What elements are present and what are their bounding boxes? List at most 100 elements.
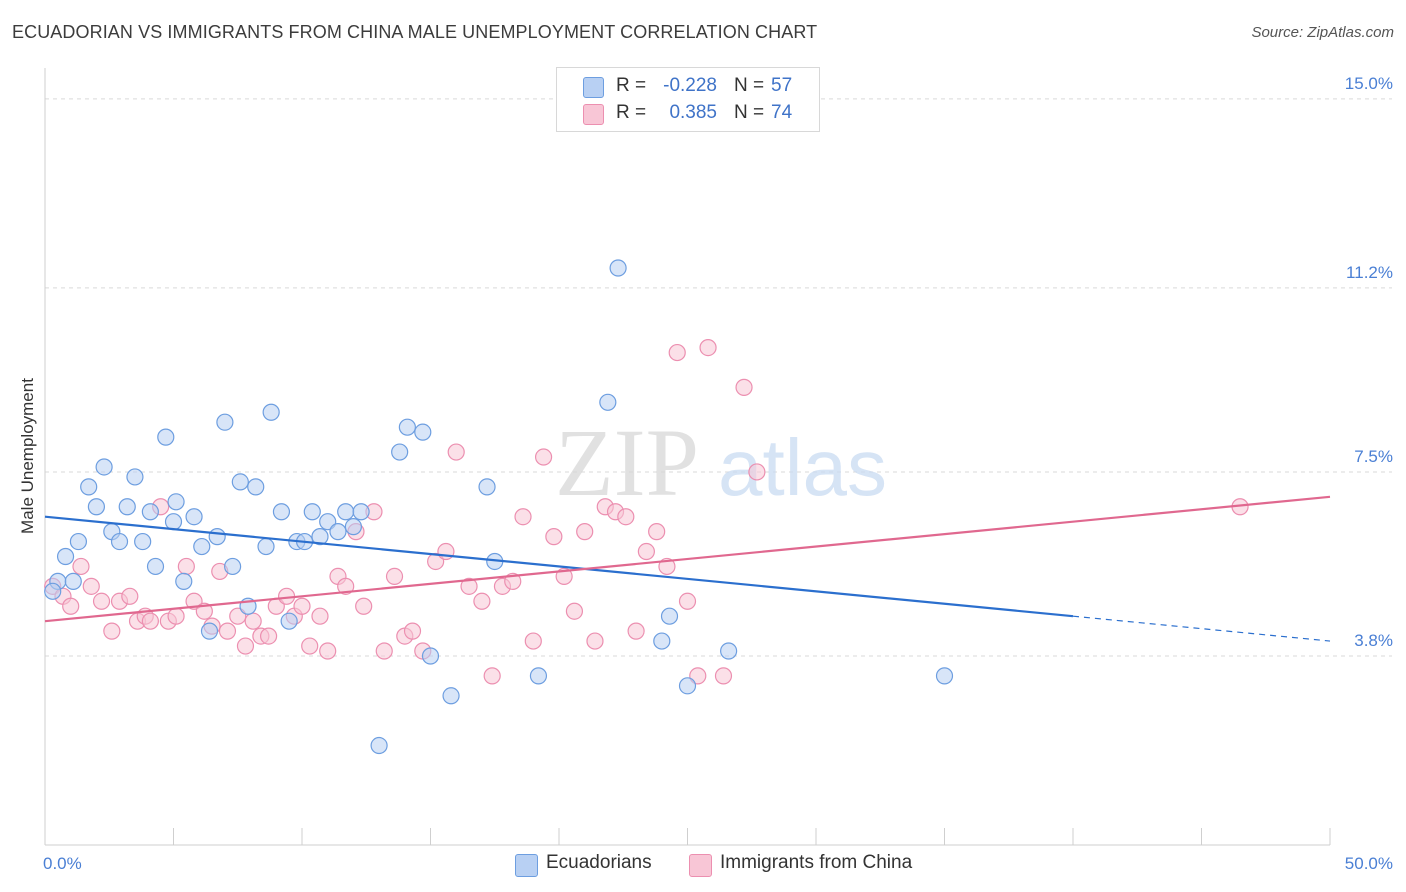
ecuadorian-point bbox=[280, 612, 298, 630]
china-point bbox=[375, 642, 393, 660]
china-point bbox=[524, 632, 542, 650]
ecuadorian-point bbox=[398, 418, 416, 436]
china-point bbox=[167, 607, 185, 625]
china-point bbox=[735, 378, 753, 396]
ecuadorian-point bbox=[529, 667, 548, 685]
china-point bbox=[62, 597, 80, 615]
china-point bbox=[385, 567, 404, 586]
ecuadorian-point bbox=[421, 647, 440, 665]
ecuadorian-point bbox=[414, 423, 432, 441]
china-point bbox=[534, 448, 553, 466]
ecuadorian-point bbox=[231, 473, 249, 491]
ecuadorian-point bbox=[478, 478, 496, 496]
ecuadorian-point bbox=[262, 403, 280, 421]
x-tick-label: 50.0% bbox=[1345, 854, 1393, 873]
axes bbox=[44, 68, 1331, 846]
legend-r-value: 0.385 bbox=[669, 102, 717, 123]
china-point bbox=[545, 528, 563, 546]
china-point bbox=[311, 607, 329, 625]
y-tick-label: 7.5% bbox=[1354, 447, 1393, 466]
china-point bbox=[177, 557, 195, 576]
ecuadorian-point bbox=[678, 677, 697, 695]
gridlines bbox=[45, 98, 1392, 657]
ecuadorian-point bbox=[69, 532, 88, 551]
ecuadorian-trend-line bbox=[44, 515, 1074, 618]
china-point bbox=[586, 632, 604, 650]
ecuadorian-point bbox=[118, 498, 136, 516]
y-tick-label: 11.2% bbox=[1346, 263, 1393, 282]
source-credit: Source: ZipAtlas.com bbox=[1251, 24, 1394, 41]
china-point bbox=[337, 577, 355, 595]
china-point bbox=[218, 622, 237, 640]
china-point bbox=[473, 592, 491, 610]
legend-n-value: 57 bbox=[771, 75, 793, 96]
legend-swatch-pink bbox=[583, 104, 604, 125]
china-point bbox=[699, 338, 717, 357]
ecuadorian-point bbox=[87, 498, 106, 516]
watermark-zip: ZIP bbox=[555, 409, 699, 516]
ecuadorian-point bbox=[95, 458, 113, 476]
chart-title: ECUADORIAN VS IMMIGRANTS FROM CHINA MALE… bbox=[12, 22, 818, 42]
legend-r-label: R = bbox=[616, 102, 647, 123]
china-point bbox=[293, 597, 311, 615]
legend-r-label: R = bbox=[616, 75, 647, 96]
china-point bbox=[301, 637, 319, 655]
ecuadorian-point bbox=[157, 428, 175, 446]
ecuadorian-point bbox=[352, 503, 370, 521]
legend-n-label: N = bbox=[734, 75, 765, 96]
y-tick-label: 15.0% bbox=[1345, 74, 1393, 93]
legend-n-value: 74 bbox=[771, 102, 793, 123]
ecuadorian-points bbox=[44, 259, 954, 755]
ecuadorian-point bbox=[185, 508, 203, 526]
ecuadorian-point bbox=[599, 393, 617, 411]
legend-r-value: -0.228 bbox=[663, 75, 717, 96]
ecuadorian-point bbox=[216, 413, 234, 431]
legend-swatch-blue bbox=[515, 854, 538, 877]
ecuadorian-point bbox=[442, 687, 460, 705]
china-point bbox=[244, 612, 262, 630]
y-tick-label: 3.8% bbox=[1354, 631, 1393, 650]
china-point bbox=[403, 622, 422, 640]
china-point bbox=[355, 597, 373, 615]
ecuadorian-point bbox=[224, 557, 242, 576]
china-point bbox=[141, 612, 159, 630]
ecuadorian-point bbox=[344, 518, 362, 536]
ecuadorian-point bbox=[110, 532, 129, 551]
ecuadorian-point bbox=[337, 503, 355, 521]
china-point bbox=[72, 557, 90, 576]
ecuadorian-point bbox=[653, 632, 671, 650]
china-point bbox=[689, 667, 707, 685]
ecuadorian-point bbox=[303, 503, 321, 521]
ecuadorian-point bbox=[126, 468, 144, 486]
legend-row-ecuadorians: R = -0.228 N = 57 bbox=[557, 74, 819, 100]
china-point bbox=[103, 622, 121, 640]
trend-lines bbox=[44, 495, 1331, 642]
x-tick-label: 0.0% bbox=[43, 854, 82, 873]
china-point bbox=[236, 637, 255, 655]
ecuadorian-point bbox=[720, 642, 738, 660]
tick-labels: 3.8% 7.5% 11.2% 15.0% 0.0% 50.0% bbox=[43, 74, 1393, 873]
ecuadorian-point bbox=[370, 736, 388, 755]
ecuadorian-point bbox=[609, 259, 627, 277]
china-point bbox=[637, 542, 655, 561]
legend-label-china: Immigrants from China bbox=[720, 852, 913, 873]
china-point bbox=[748, 463, 766, 481]
stats-legend: R = -0.228 N = 57 R = 0.385 N = 74 bbox=[556, 67, 820, 132]
china-point bbox=[483, 667, 501, 685]
china-point bbox=[121, 587, 139, 605]
ecuadorian-point bbox=[141, 503, 159, 521]
china-point bbox=[447, 443, 465, 461]
ecuadorian-point bbox=[164, 513, 183, 531]
china-trend-line bbox=[44, 495, 1331, 623]
china-point bbox=[319, 642, 337, 660]
china-point bbox=[92, 592, 111, 610]
ecuadorian-point bbox=[247, 478, 265, 496]
ecuadorian-trend-extension bbox=[1072, 615, 1331, 642]
ecuadorian-point bbox=[272, 503, 291, 521]
ecuadorian-point bbox=[208, 528, 226, 546]
ecuadorian-point bbox=[64, 572, 82, 590]
legend-label-ecuadorians: Ecuadorians bbox=[546, 852, 652, 873]
china-point bbox=[678, 592, 697, 610]
china-point bbox=[617, 508, 635, 526]
